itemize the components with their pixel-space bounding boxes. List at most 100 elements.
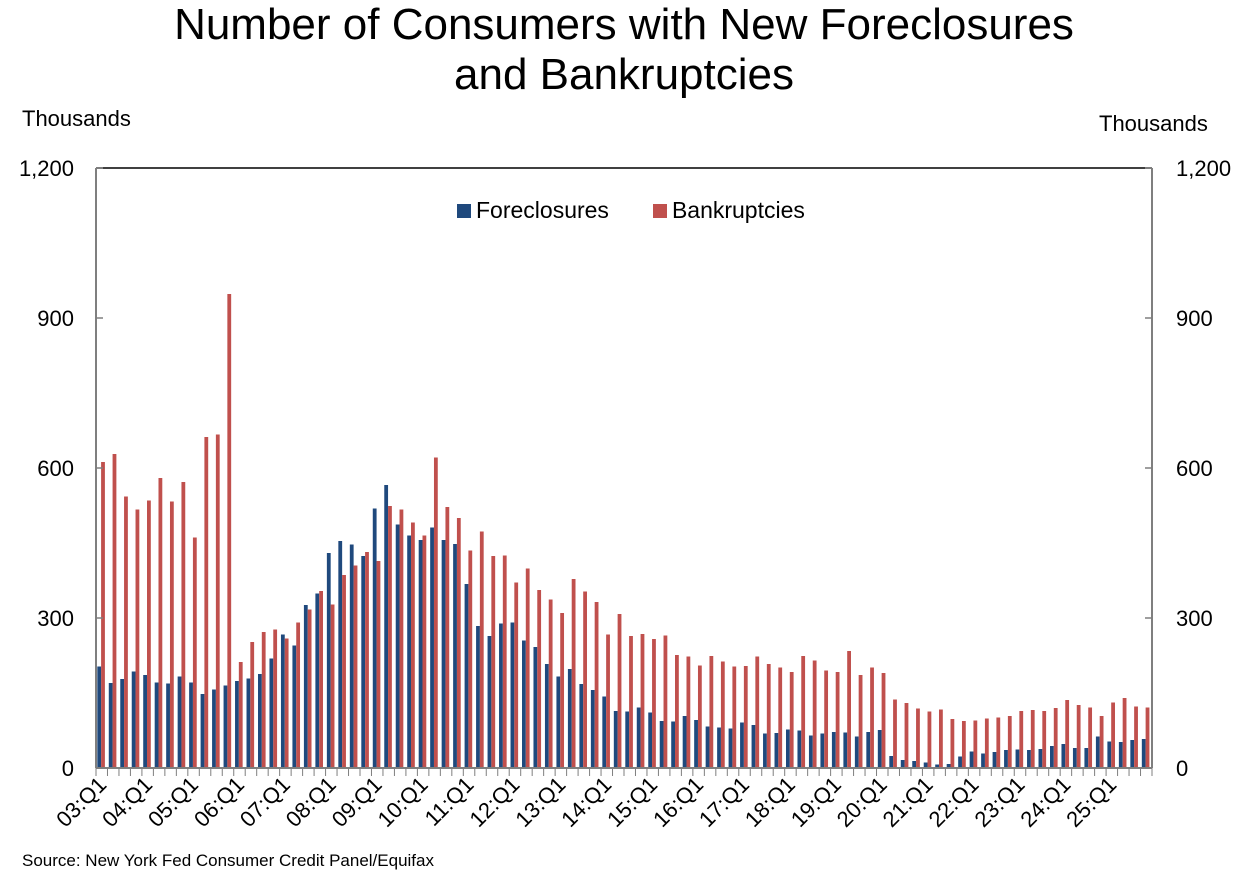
- right-y-tick-label: 1,200: [1176, 156, 1231, 181]
- bar-bankruptcies-18:Q1: [789, 672, 794, 768]
- right-y-tick-label: 600: [1176, 456, 1213, 481]
- legend-label-foreclosures: Foreclosures: [476, 197, 609, 223]
- bar-bankruptcies-24:Q1: [1065, 700, 1070, 768]
- bar-bankruptcies-20:Q1: [881, 673, 886, 768]
- bar-foreclosures-05:Q3: [212, 689, 216, 768]
- bar-foreclosures-19:Q2: [843, 732, 848, 768]
- bar-bankruptcies-25:Q1: [1111, 702, 1115, 768]
- bar-foreclosures-04:Q3: [166, 683, 170, 768]
- x-tick-label: 22:Q1: [924, 772, 984, 832]
- bar-bankruptcies-07:Q2: [296, 622, 301, 768]
- chart-title: Number of Consumers with New Foreclosure…: [0, 0, 1248, 100]
- x-tick-label: 17:Q1: [694, 772, 754, 832]
- bar-bankruptcies-05:Q3: [215, 434, 220, 768]
- bar-foreclosures-03:Q1: [97, 666, 102, 768]
- bar-bankruptcies-12:Q1: [514, 582, 519, 768]
- bar-bankruptcies-10:Q1: [422, 535, 427, 768]
- x-tick-label: 08:Q1: [281, 772, 341, 832]
- bar-foreclosures-24:Q1: [1061, 744, 1066, 768]
- bar-bankruptcies-17:Q4: [778, 667, 783, 768]
- x-tick-label: 07:Q1: [235, 772, 295, 832]
- bar-foreclosures-09:Q4: [407, 535, 412, 768]
- legend-item-foreclosures: Foreclosures: [457, 197, 609, 224]
- chart-title-line-1: Number of Consumers with New Foreclosure…: [174, 0, 1074, 49]
- bar-bankruptcies-23:Q4: [1053, 708, 1058, 768]
- bar-foreclosures-18:Q3: [808, 735, 813, 768]
- bar-foreclosures-17:Q4: [774, 733, 779, 768]
- bar-bankruptcies-24:Q2: [1076, 705, 1081, 768]
- bar-bankruptcies-10:Q4: [456, 518, 461, 768]
- bar-bankruptcies-06:Q4: [273, 629, 278, 768]
- x-tick-label: 23:Q1: [969, 772, 1029, 832]
- chart-title-line-2: and Bankruptcies: [454, 50, 794, 99]
- bar-bankruptcies-17:Q1: [743, 666, 748, 768]
- legend-item-bankruptcies: Bankruptcies: [652, 197, 805, 224]
- bar-bankruptcies-15:Q1: [652, 639, 656, 768]
- bar-foreclosures-14:Q3: [625, 711, 630, 768]
- bar-foreclosures-21:Q3: [946, 764, 951, 768]
- left-y-tick-label: 300: [37, 606, 74, 631]
- bar-bankruptcies-03:Q2: [112, 454, 117, 768]
- bar-foreclosures-14:Q4: [636, 707, 641, 768]
- bar-foreclosures-15:Q2: [659, 721, 664, 768]
- x-tick-label: 16:Q1: [648, 772, 708, 832]
- bar-bankruptcies-24:Q4: [1099, 716, 1104, 768]
- x-tick-label: 13:Q1: [510, 772, 570, 832]
- legend-swatch-bankruptcies: [652, 203, 667, 218]
- bar-bankruptcies-08:Q3: [353, 565, 358, 768]
- x-tick-label: 11:Q1: [420, 772, 479, 831]
- bar-bankruptcies-11:Q4: [502, 555, 507, 768]
- bar-foreclosures-11:Q3: [487, 636, 492, 768]
- bar-foreclosures-07:Q4: [315, 593, 320, 768]
- bar-foreclosures-07:Q1: [280, 634, 285, 768]
- bar-bankruptcies-06:Q1: [238, 662, 243, 768]
- bar-foreclosures-17:Q3: [763, 733, 767, 768]
- bar-bankruptcies-25:Q4: [1145, 707, 1150, 768]
- bar-foreclosures-18:Q2: [797, 730, 802, 768]
- bar-foreclosures-24:Q3: [1084, 748, 1089, 768]
- bar-foreclosures-08:Q2: [338, 541, 343, 768]
- bar-bankruptcies-07:Q4: [319, 591, 323, 768]
- bar-bankruptcies-08:Q1: [330, 604, 335, 768]
- bar-bankruptcies-11:Q3: [491, 556, 496, 768]
- bar-foreclosures-12:Q1: [510, 622, 515, 768]
- bar-foreclosures-07:Q2: [292, 645, 297, 768]
- bar-bankruptcies-14:Q1: [606, 634, 610, 768]
- bar-foreclosures-22:Q3: [992, 752, 997, 768]
- bar-bankruptcies-10:Q3: [445, 507, 450, 768]
- legend: Foreclosures Bankruptcies: [457, 197, 849, 224]
- bar-bankruptcies-19:Q4: [870, 667, 874, 768]
- bar-bankruptcies-21:Q2: [939, 709, 943, 768]
- bar-bankruptcies-19:Q2: [847, 651, 851, 768]
- x-tick-label: 18:Q1: [740, 772, 800, 832]
- bar-foreclosures-06:Q4: [269, 658, 274, 768]
- bar-foreclosures-19:Q1: [831, 732, 836, 768]
- bar-foreclosures-22:Q4: [1004, 750, 1008, 768]
- bar-foreclosures-12:Q2: [522, 640, 526, 768]
- bar-foreclosures-06:Q2: [246, 678, 251, 768]
- bar-bankruptcies-13:Q1: [560, 613, 565, 768]
- bar-bankruptcies-23:Q2: [1030, 710, 1035, 768]
- left-y-tick-label: 1,200: [19, 156, 74, 181]
- bar-foreclosures-18:Q1: [786, 729, 790, 768]
- bar-foreclosures-13:Q1: [556, 676, 561, 768]
- bar-bankruptcies-05:Q4: [227, 294, 232, 768]
- bar-bankruptcies-13:Q4: [594, 602, 599, 768]
- bar-foreclosures-15:Q3: [671, 721, 676, 768]
- bar-bankruptcies-13:Q2: [571, 579, 576, 768]
- bar-foreclosures-15:Q4: [682, 716, 687, 768]
- left-y-tick-label: 0: [62, 756, 74, 781]
- bar-foreclosures-25:Q1: [1107, 741, 1112, 768]
- bar-bankruptcies-21:Q1: [927, 711, 932, 768]
- bar-bankruptcies-09:Q2: [388, 506, 392, 768]
- bar-foreclosures-04:Q4: [177, 676, 182, 768]
- bar-bankruptcies-16:Q2: [709, 656, 714, 768]
- bar-bankruptcies-17:Q3: [766, 664, 771, 768]
- bar-foreclosures-24:Q4: [1095, 736, 1100, 768]
- bar-foreclosures-23:Q1: [1015, 749, 1020, 768]
- bar-foreclosures-13:Q3: [579, 684, 584, 768]
- bar-foreclosures-19:Q4: [866, 732, 871, 768]
- left-y-tick-label: 900: [37, 306, 74, 331]
- x-tick-label: 21:Q1: [878, 772, 938, 832]
